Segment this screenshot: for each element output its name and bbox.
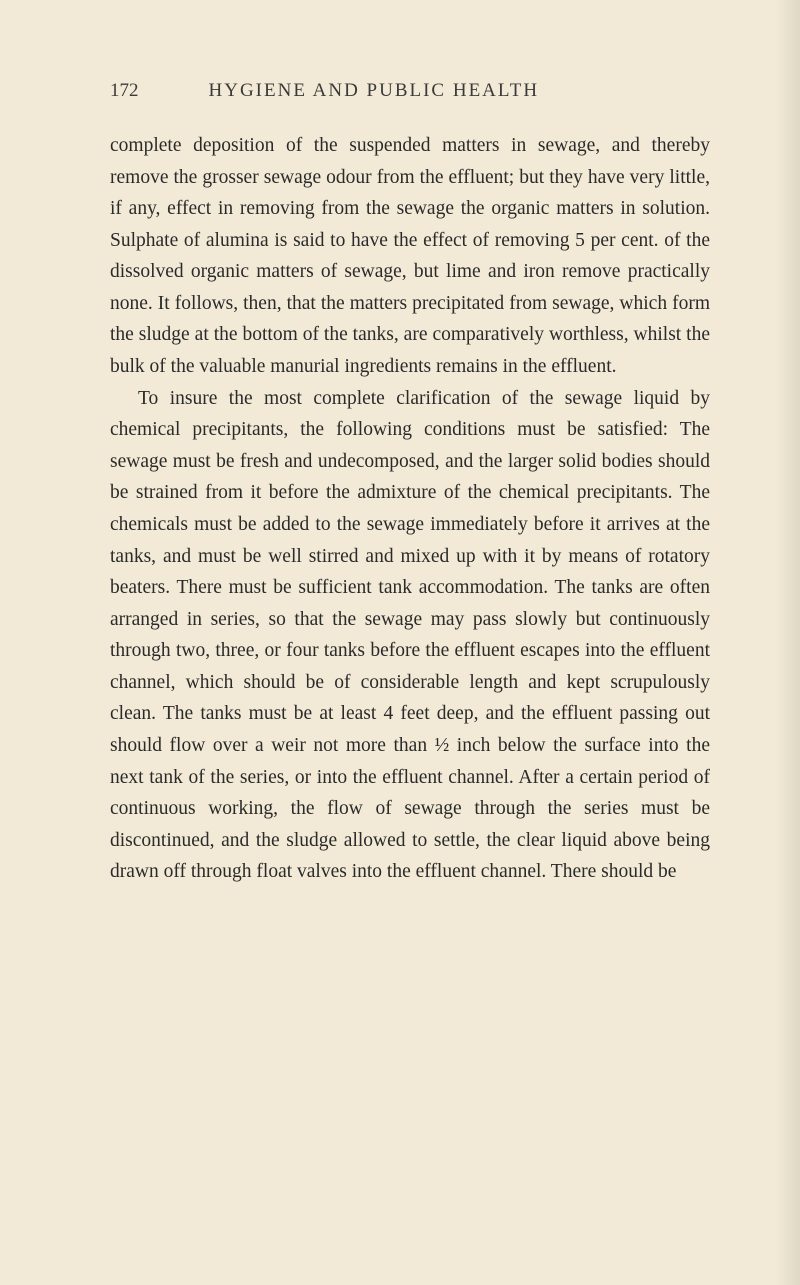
page-shadow: [775, 0, 800, 1285]
page-header: 172 HYGIENE AND PUBLIC HEALTH: [110, 80, 710, 102]
paragraph-2: To insure the most complete clarificatio…: [110, 383, 710, 888]
paragraph-1: complete deposition of the suspended mat…: [110, 130, 710, 383]
page-number: 172: [110, 80, 139, 102]
page-title: HYGIENE AND PUBLIC HEALTH: [209, 80, 540, 102]
body-text: complete deposition of the suspended mat…: [110, 130, 710, 888]
page-container: 172 HYGIENE AND PUBLIC HEALTH complete d…: [0, 0, 800, 948]
